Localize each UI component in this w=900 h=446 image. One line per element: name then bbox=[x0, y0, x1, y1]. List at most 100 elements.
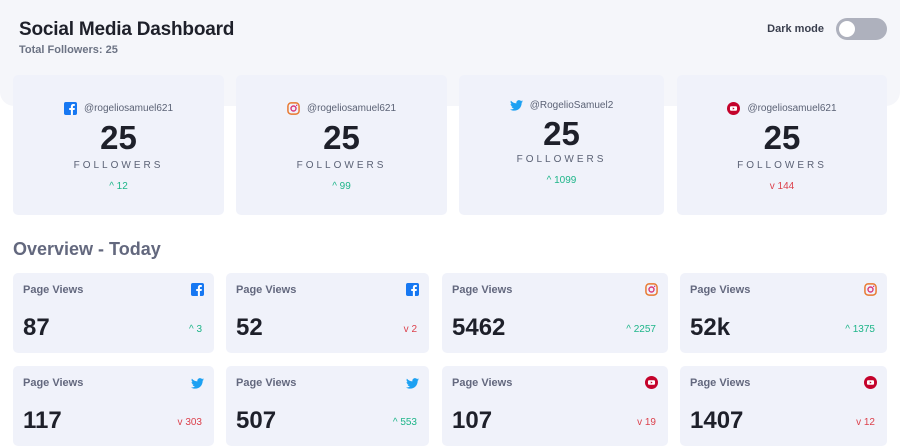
overview-card-value: 1407 bbox=[690, 407, 744, 434]
overview-card-change: v 19 bbox=[637, 417, 656, 428]
overview-change-value: 303 bbox=[185, 417, 202, 428]
trend-up-icon: ^ bbox=[546, 175, 552, 186]
follower-card-instagram[interactable]: @rogeliosamuel621 25 FOLLOWERS ^ 99 bbox=[236, 75, 447, 215]
follower-change-value: 144 bbox=[777, 181, 795, 192]
follower-change: ^ 1099 bbox=[459, 175, 664, 186]
overview-card-value: 5462 bbox=[452, 314, 506, 341]
follower-label: FOLLOWERS bbox=[73, 160, 164, 171]
follower-handle-row: @rogeliosamuel621 bbox=[13, 102, 224, 115]
overview-card-instagram-page-views[interactable]: Page Views 52k ^ 1375 bbox=[680, 273, 887, 353]
total-followers: Total Followers: 25 bbox=[19, 44, 118, 56]
follower-handle: @rogeliosamuel621 bbox=[83, 103, 174, 114]
overview-change-value: 3 bbox=[196, 324, 202, 335]
twitter-icon bbox=[406, 376, 419, 394]
follower-change-value: 1099 bbox=[554, 175, 577, 186]
twitter-icon bbox=[509, 100, 523, 111]
follower-handle-row: @rogeliosamuel621 bbox=[677, 102, 887, 115]
overview-card-value: 87 bbox=[23, 314, 50, 341]
overview-card-label: Page Views bbox=[452, 284, 513, 296]
overview-card-label: Page Views bbox=[452, 377, 513, 389]
facebook-icon bbox=[406, 283, 419, 301]
follower-change: v 144 bbox=[677, 181, 887, 192]
page-title: Social Media Dashboard bbox=[19, 19, 235, 40]
follower-label: FOLLOWERS bbox=[296, 160, 387, 171]
overview-change-value: 1375 bbox=[852, 324, 875, 335]
youtube-icon bbox=[727, 102, 741, 115]
overview-card-change: v 12 bbox=[856, 417, 875, 428]
trend-down-icon: v bbox=[177, 417, 183, 428]
overview-card-label: Page Views bbox=[236, 377, 297, 389]
overview-card-label: Page Views bbox=[690, 377, 751, 389]
overview-card-label: Page Views bbox=[690, 284, 751, 296]
overview-card-value: 107 bbox=[452, 407, 493, 434]
overview-card-change: v 2 bbox=[404, 324, 417, 335]
trend-up-icon: ^ bbox=[109, 181, 114, 192]
follower-label: FOLLOWERS bbox=[737, 160, 827, 171]
overview-title: Overview - Today bbox=[13, 239, 161, 259]
overview-card-facebook-page-views[interactable]: Page Views 87 ^ 3 bbox=[13, 273, 214, 353]
trend-up-icon: ^ bbox=[626, 324, 631, 335]
overview-change-value: 2257 bbox=[633, 324, 656, 335]
follower-change: ^ 12 bbox=[13, 181, 224, 192]
overview-card-twitter-page-views[interactable]: Page Views 117 v 303 bbox=[13, 366, 214, 446]
overview-card-value: 117 bbox=[23, 407, 62, 434]
trend-up-icon: ^ bbox=[332, 181, 337, 192]
follower-count: 25 bbox=[323, 119, 360, 156]
trend-up-icon: ^ bbox=[845, 324, 850, 335]
youtube-icon bbox=[864, 376, 877, 394]
overview-card-facebook-page-views[interactable]: Page Views 52 v 2 bbox=[226, 273, 429, 353]
follower-label: FOLLOWERS bbox=[516, 154, 607, 165]
overview-card-youtube-page-views[interactable]: Page Views 1407 v 12 bbox=[680, 366, 887, 446]
dark-mode-label: Dark mode bbox=[767, 23, 824, 35]
instagram-icon bbox=[864, 283, 877, 301]
overview-change-value: 553 bbox=[400, 417, 417, 428]
overview-card-change: ^ 1375 bbox=[845, 324, 875, 335]
overview-change-value: 2 bbox=[411, 324, 417, 335]
follower-count: 25 bbox=[100, 119, 137, 156]
overview-card-value: 507 bbox=[236, 407, 277, 434]
overview-card-twitter-page-views[interactable]: Page Views 507 ^ 553 bbox=[226, 366, 429, 446]
overview-change-value: 19 bbox=[644, 417, 656, 428]
follower-handle: @rogeliosamuel621 bbox=[306, 103, 397, 114]
overview-card-label: Page Views bbox=[23, 284, 84, 296]
follower-card-facebook[interactable]: @rogeliosamuel621 25 FOLLOWERS ^ 12 bbox=[13, 75, 224, 215]
trend-down-icon: v bbox=[403, 324, 409, 335]
overview-card-change: ^ 3 bbox=[189, 324, 202, 335]
overview-card-label: Page Views bbox=[23, 377, 84, 389]
follower-handle: @rogeliosamuel621 bbox=[747, 103, 837, 114]
overview-card-label: Page Views bbox=[236, 284, 297, 296]
facebook-icon bbox=[191, 283, 204, 301]
overview-card-instagram-page-views[interactable]: Page Views 5462 ^ 2257 bbox=[442, 273, 668, 353]
trend-up-icon: ^ bbox=[392, 417, 398, 428]
follower-count: 25 bbox=[763, 119, 801, 156]
follower-change-value: 99 bbox=[339, 181, 351, 192]
overview-card-change: v 303 bbox=[178, 417, 202, 428]
toggle-knob bbox=[839, 21, 855, 37]
overview-card-value: 52k bbox=[690, 314, 731, 341]
follower-card-twitter[interactable]: @RogelioSamuel2 25 FOLLOWERS ^ 1099 bbox=[459, 75, 664, 215]
follower-count: 25 bbox=[543, 115, 580, 152]
overview-card-change: ^ 2257 bbox=[626, 324, 656, 335]
overview-card-youtube-page-views[interactable]: Page Views 107 v 19 bbox=[442, 366, 668, 446]
follower-change-value: 12 bbox=[116, 181, 128, 192]
trend-down-icon: v bbox=[637, 417, 643, 428]
dark-mode-control: Dark mode bbox=[767, 18, 887, 40]
youtube-icon bbox=[645, 376, 658, 394]
instagram-icon bbox=[645, 283, 658, 301]
facebook-icon bbox=[63, 102, 77, 115]
trend-down-icon: v bbox=[769, 181, 775, 192]
overview-card-change: ^ 553 bbox=[393, 417, 417, 428]
trend-up-icon: ^ bbox=[188, 324, 194, 335]
header: Social Media Dashboard Total Followers: … bbox=[19, 19, 234, 56]
overview-change-value: 12 bbox=[863, 417, 875, 428]
twitter-icon bbox=[191, 376, 204, 394]
overview-card-value: 52 bbox=[236, 314, 263, 341]
dark-mode-toggle[interactable] bbox=[836, 18, 887, 40]
follower-handle: @RogelioSamuel2 bbox=[529, 100, 614, 111]
trend-down-icon: v bbox=[856, 417, 862, 428]
follower-handle-row: @RogelioSamuel2 bbox=[459, 100, 664, 111]
follower-card-youtube[interactable]: @rogeliosamuel621 25 FOLLOWERS v 144 bbox=[677, 75, 887, 215]
follower-change: ^ 99 bbox=[236, 181, 447, 192]
follower-handle-row: @rogeliosamuel621 bbox=[236, 102, 447, 115]
instagram-icon bbox=[287, 102, 300, 115]
